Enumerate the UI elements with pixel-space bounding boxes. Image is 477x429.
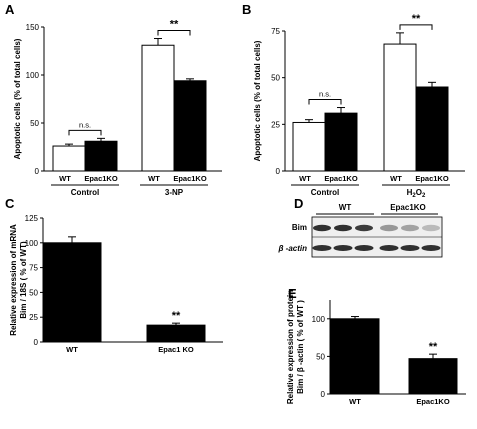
blot-group-label-epac1ko: Epac1KO (390, 203, 426, 212)
bar (52, 145, 86, 172)
significance-bracket (399, 24, 433, 30)
western-blot: WT Epac1KO Bim β -actin (277, 203, 443, 258)
x-tick-label: Epac1KO (415, 174, 449, 183)
x-tick-label: Epac1KO (324, 174, 358, 183)
blot-row-label-bim: Bim (292, 223, 307, 232)
x-tick-label: WT (390, 174, 402, 183)
y-tick-label: 150 (26, 23, 40, 32)
bim-band (401, 224, 419, 232)
bim-band (334, 224, 352, 232)
bar (330, 318, 380, 395)
significance-label: n.s. (319, 90, 331, 99)
y-tick-label: 25 (271, 120, 280, 129)
y-axis-label: Apoptotic cells (% of total cells) (13, 38, 22, 159)
panel-letter-e: E (288, 286, 297, 301)
actin-band (400, 245, 420, 251)
y-axis-label: Relative expression of proteinBim / β -a… (286, 290, 305, 404)
y-tick-label: 0 (321, 390, 326, 399)
bar (146, 324, 206, 343)
x-tick-label: Epac1 KO (158, 345, 194, 354)
y-tick-label: 100 (25, 239, 39, 248)
group-label: Control (71, 188, 99, 197)
blot-bands (312, 224, 441, 251)
y-tick-label: 100 (312, 315, 326, 324)
significance-label: ** (412, 13, 421, 25)
blot-row-label-actin: β -actin (277, 244, 307, 253)
actin-band (354, 245, 374, 251)
panel-letter-b: B (242, 2, 251, 17)
x-tick-label: Epac1KO (416, 397, 450, 406)
y-tick-label: 50 (29, 288, 38, 297)
group-label: H2O2 (407, 188, 426, 199)
significance-label: n.s. (79, 120, 91, 129)
x-tick-label: WT (349, 397, 361, 406)
significance-label: ** (172, 310, 181, 322)
y-tick-label: 125 (25, 214, 39, 223)
panel-letter-d: D (294, 196, 303, 211)
significance-bracket (308, 99, 342, 105)
significance-bracket (157, 30, 191, 36)
x-tick-label: Epac1KO (173, 174, 207, 183)
x-tick-label: WT (59, 174, 71, 183)
y-tick-label: 100 (26, 71, 40, 80)
significance-bracket (68, 129, 102, 136)
y-tick-label: 0 (35, 167, 40, 176)
actin-band (333, 245, 353, 251)
actin-band (379, 245, 399, 251)
x-tick-label: WT (299, 174, 311, 183)
actin-band (421, 245, 441, 251)
bar (324, 112, 358, 172)
blot-group-label-wt: WT (339, 203, 352, 212)
bim-band (380, 224, 398, 232)
panel-letter-a: A (5, 2, 15, 17)
bim-band (422, 224, 440, 232)
bar (408, 358, 458, 395)
x-tick-label: WT (66, 345, 78, 354)
group-label: Control (311, 188, 339, 197)
bar (292, 121, 326, 172)
actin-band (312, 245, 332, 251)
x-tick-label: Epac1KO (84, 174, 118, 183)
chart-b: 0 25 50 75 Apoptotic cells (% of total cells… (253, 13, 465, 199)
significance-label: ** (429, 341, 438, 353)
x-tick-label: WT (148, 174, 160, 183)
y-tick-label: 0 (276, 167, 281, 176)
chart-e: 0 50 100 Relative expression of proteinBim … (286, 290, 466, 406)
chart-a: 0 50 100 150 Apoptotic cells (% of total cel… (13, 19, 222, 197)
panel-letter-c: C (5, 196, 15, 211)
y-tick-label: 25 (29, 313, 38, 322)
y-axis-label: Apoptotic cells (% of total cells) (253, 40, 262, 161)
y-tick-label: 50 (316, 352, 325, 361)
significance-label: ** (170, 19, 179, 31)
bim-band (313, 224, 331, 232)
bar (141, 44, 175, 172)
y-tick-label: 0 (34, 338, 39, 347)
group-label: 3-NP (165, 188, 184, 197)
bar (84, 140, 118, 172)
y-axis-label: Relative expression of mRNABim / 18S ( %… (9, 224, 28, 336)
bar (383, 43, 417, 172)
bim-band (355, 224, 373, 232)
y-tick-label: 75 (271, 27, 280, 36)
bar (173, 80, 207, 172)
bar (415, 86, 449, 172)
bar (42, 242, 102, 343)
y-tick-label: 50 (30, 119, 39, 128)
y-tick-label: 50 (271, 74, 280, 83)
y-tick-label: 75 (29, 264, 38, 273)
